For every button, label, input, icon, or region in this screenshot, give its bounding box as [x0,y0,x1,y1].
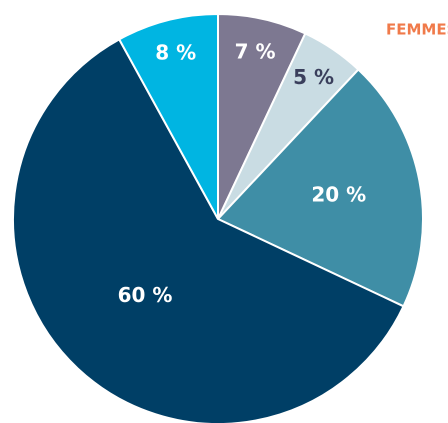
data-label: 7 % [235,39,276,63]
chart-title: FEMMES [386,21,448,39]
data-label: 8 % [155,41,196,65]
pie-slice [12,37,405,423]
data-label: 60 % [118,283,173,307]
pie-slice [216,68,424,308]
data-label: 20 % [311,182,366,206]
pie-slice [117,12,219,220]
data-label: 5 % [293,65,334,89]
